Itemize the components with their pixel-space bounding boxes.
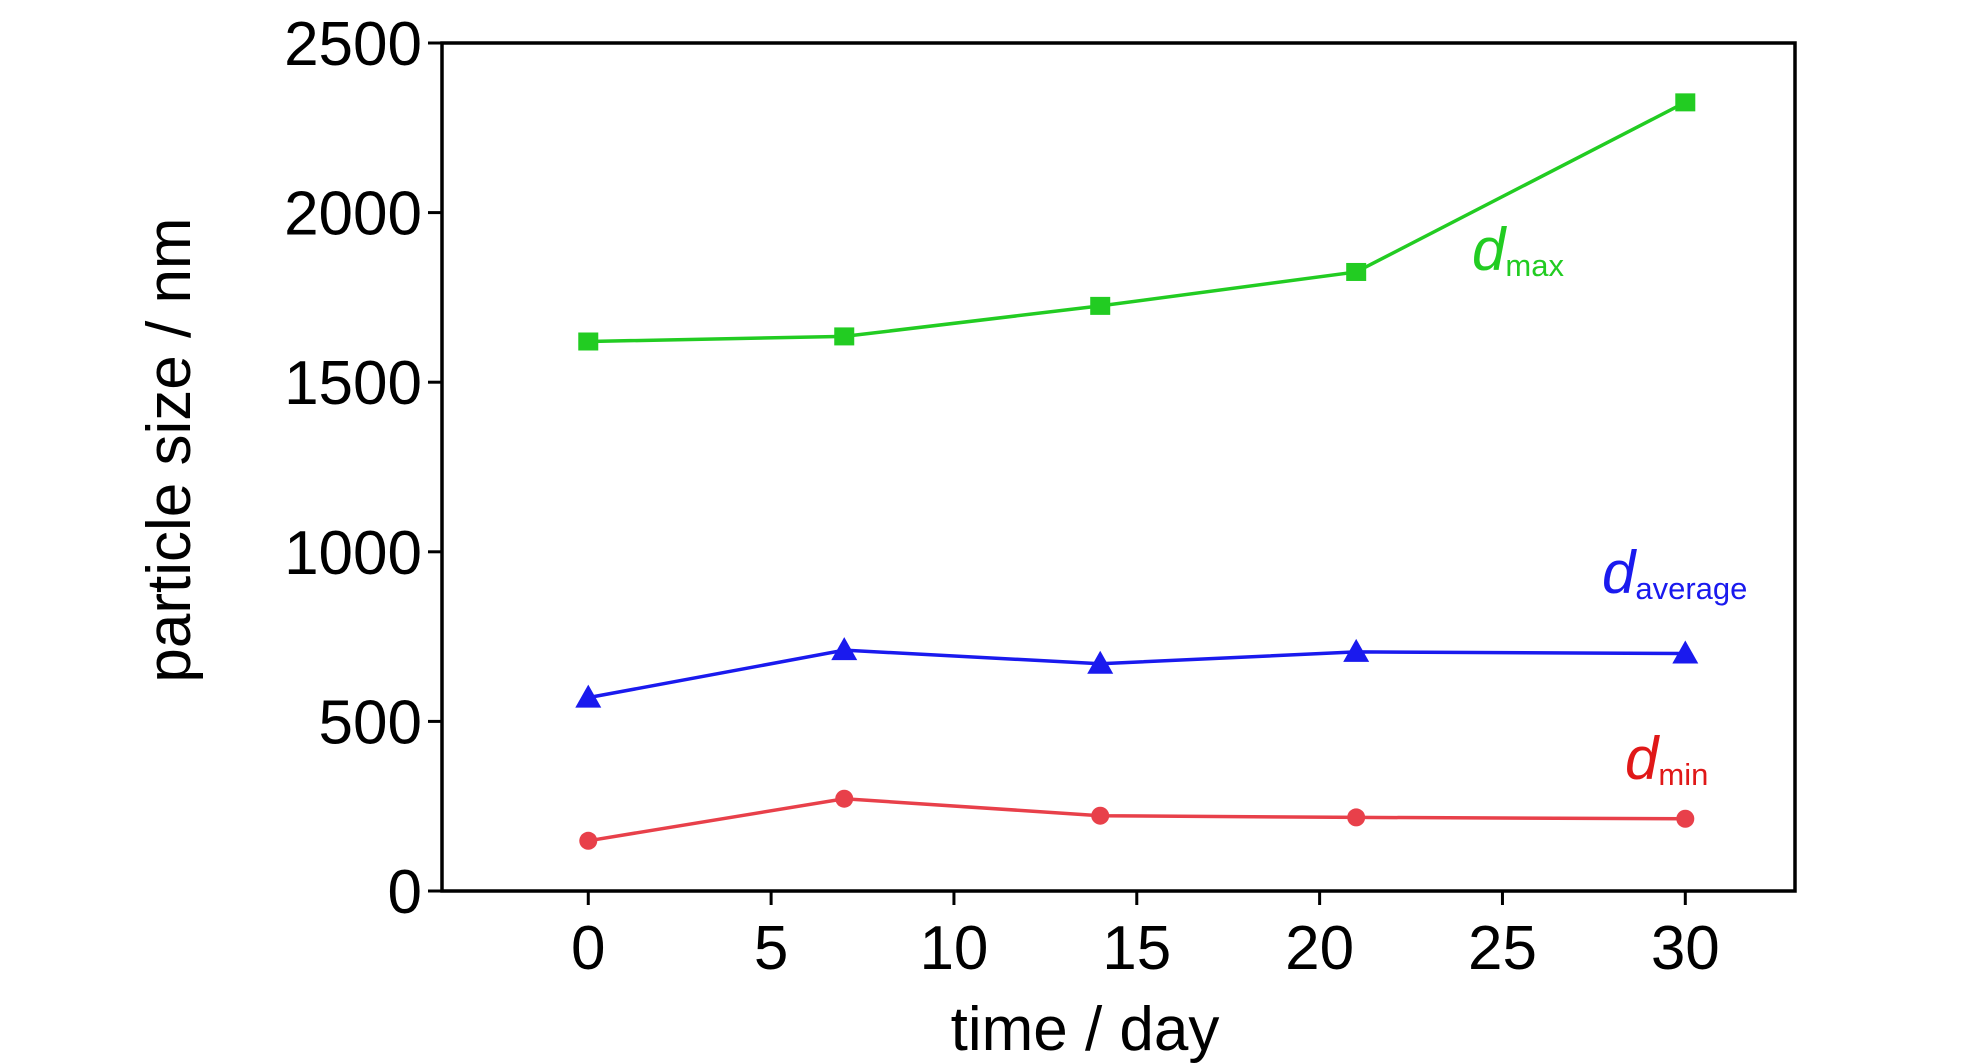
y-tick-label: 500 — [319, 688, 422, 757]
data-point-daverage — [575, 684, 602, 708]
series-line-dmin — [587, 796, 1686, 843]
data-point-dmin — [579, 831, 598, 850]
data-point-dmax — [1346, 262, 1367, 281]
data-point-dmax — [834, 327, 855, 346]
x-axis-title: time / day — [951, 995, 1220, 1063]
series-layer — [575, 93, 1699, 850]
y-axis-title: particle size / nm — [135, 217, 204, 682]
data-point-daverage — [831, 637, 858, 661]
data-point-daverage — [1672, 640, 1699, 664]
y-tick-label: 0 — [388, 858, 422, 927]
data-point-dmax — [1090, 296, 1111, 315]
data-point-dmin — [1091, 806, 1110, 825]
series-line-daverage — [587, 648, 1686, 700]
x-tick-label: 15 — [1102, 914, 1171, 983]
series-label-daverage: daverage — [1602, 539, 1747, 606]
series-label-dmax: dmax — [1472, 216, 1564, 283]
series-label-dmin: dmin — [1625, 725, 1708, 792]
y-tick-label: 1000 — [284, 519, 422, 588]
y-axis: 0 500 1000 1500 2000 2500 — [284, 10, 442, 927]
series-dmax — [578, 93, 1696, 351]
x-tick-label: 20 — [1285, 914, 1354, 983]
x-tick-label: 25 — [1468, 914, 1537, 983]
x-tick-label: 5 — [754, 914, 788, 983]
series-dmin — [579, 789, 1695, 850]
data-point-daverage — [1087, 650, 1114, 674]
x-tick-label: 10 — [919, 914, 988, 983]
data-point-dmax — [578, 332, 599, 351]
x-axis: 0 5 10 15 20 25 30 — [571, 891, 1720, 983]
series-daverage — [575, 637, 1699, 708]
y-tick-label: 1500 — [284, 349, 422, 418]
data-point-daverage — [1343, 638, 1370, 662]
x-tick-label: 30 — [1651, 914, 1720, 983]
y-tick-label: 2500 — [284, 10, 422, 79]
x-tick-label: 0 — [571, 914, 605, 983]
data-point-dmin — [1347, 808, 1366, 827]
data-point-dmin — [835, 789, 854, 808]
data-point-dmax — [1675, 93, 1696, 112]
y-tick-label: 2000 — [284, 180, 422, 249]
data-point-dmin — [1676, 809, 1695, 828]
plot-frame — [440, 41, 1797, 893]
series-line-dmax — [588, 100, 1687, 344]
